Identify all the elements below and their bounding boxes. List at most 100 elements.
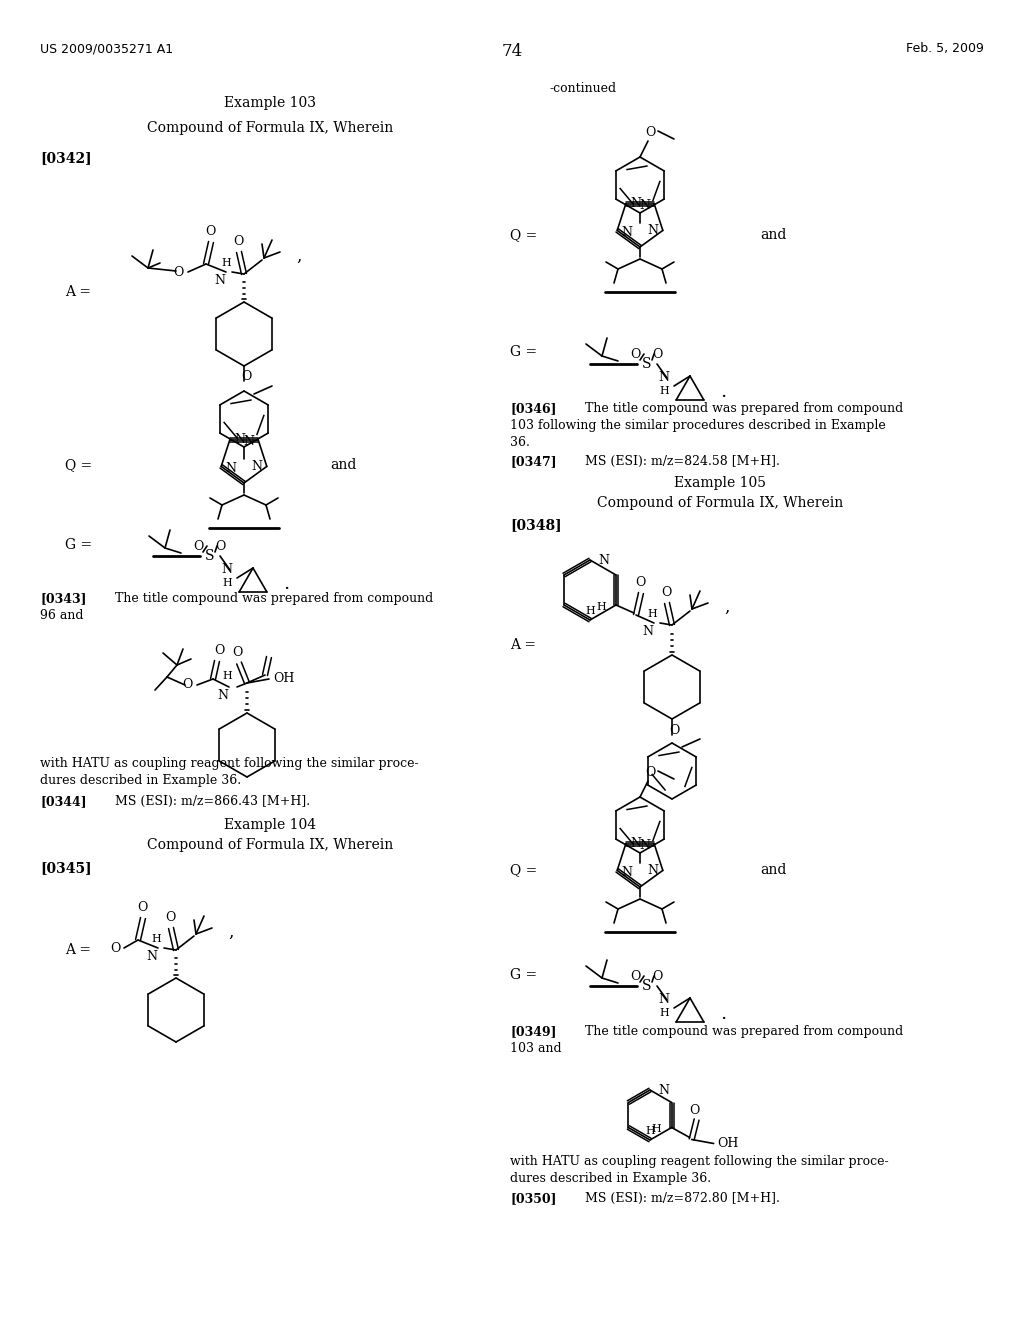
Text: N: N: [217, 689, 228, 702]
Text: O: O: [669, 723, 679, 737]
Text: and: and: [760, 863, 786, 876]
Text: O: O: [660, 586, 671, 599]
Text: MS (ESI): m/z=872.80 [M+H].: MS (ESI): m/z=872.80 [M+H].: [585, 1192, 780, 1205]
Text: N: N: [622, 226, 632, 239]
Text: MS (ESI): m/z=824.58 [M+H].: MS (ESI): m/z=824.58 [M+H].: [585, 455, 780, 469]
Text: N: N: [648, 224, 658, 236]
Text: O: O: [205, 224, 215, 238]
Text: -continued: -continued: [550, 82, 617, 95]
Text: S: S: [642, 356, 651, 371]
Text: N: N: [658, 371, 670, 384]
Text: [0348]: [0348]: [510, 517, 561, 532]
Text: N: N: [252, 459, 263, 473]
Text: [0343]: [0343]: [40, 591, 86, 605]
Text: Example 104: Example 104: [224, 818, 316, 832]
Text: Example 103: Example 103: [224, 96, 316, 110]
Text: with HATU as coupling reagent following the similar proce-: with HATU as coupling reagent following …: [40, 756, 419, 770]
Text: O: O: [689, 1105, 699, 1118]
Text: The title compound was prepared from compound: The title compound was prepared from com…: [585, 1026, 903, 1038]
Text: OH: OH: [273, 672, 294, 685]
Text: US 2009/0035271 A1: US 2009/0035271 A1: [40, 42, 173, 55]
Text: O: O: [241, 370, 251, 383]
Text: H: H: [221, 257, 230, 268]
Text: N: N: [658, 993, 670, 1006]
Text: [0347]: [0347]: [510, 455, 557, 469]
Text: [0349]: [0349]: [510, 1026, 556, 1038]
Text: O: O: [232, 235, 243, 248]
Text: N: N: [630, 837, 641, 850]
Text: A =: A =: [65, 942, 91, 957]
Text: OH: OH: [718, 1137, 739, 1150]
Text: O: O: [630, 970, 640, 983]
Text: N: N: [214, 275, 225, 286]
Text: The title compound was prepared from compound: The title compound was prepared from com…: [585, 403, 903, 414]
Text: N: N: [648, 863, 658, 876]
Text: MS (ESI): m/z=866.43 [M+H].: MS (ESI): m/z=866.43 [M+H].: [115, 795, 310, 808]
Text: 74: 74: [502, 44, 522, 59]
Text: N: N: [221, 564, 232, 576]
Text: N: N: [658, 1084, 669, 1097]
Text: O: O: [652, 348, 663, 360]
Text: N: N: [233, 433, 245, 446]
Text: N: N: [639, 199, 650, 213]
Text: Compound of Formula IX, Wherein: Compound of Formula IX, Wherein: [146, 121, 393, 135]
Text: N: N: [622, 866, 632, 879]
Text: and: and: [760, 228, 786, 242]
Text: H: H: [645, 1126, 655, 1137]
Text: O: O: [110, 941, 120, 954]
Text: dures described in Example 36.: dures described in Example 36.: [510, 1172, 711, 1185]
Text: S: S: [205, 549, 215, 564]
Text: .: .: [283, 576, 289, 593]
Text: H: H: [647, 609, 656, 619]
Text: .: .: [720, 383, 726, 401]
Text: O: O: [645, 766, 655, 779]
Text: G =: G =: [510, 968, 538, 982]
Text: Compound of Formula IX, Wherein: Compound of Formula IX, Wherein: [597, 496, 843, 510]
Text: [0344]: [0344]: [40, 795, 87, 808]
Text: H: H: [152, 935, 161, 944]
Text: 36.: 36.: [510, 436, 529, 449]
Text: O: O: [165, 911, 175, 924]
Text: O: O: [137, 902, 147, 913]
Text: N: N: [598, 553, 609, 566]
Text: H: H: [659, 1008, 669, 1018]
Text: H: H: [222, 578, 231, 587]
Text: O: O: [645, 125, 655, 139]
Text: G =: G =: [510, 345, 538, 359]
Text: 103 and: 103 and: [510, 1041, 561, 1055]
Text: [0346]: [0346]: [510, 403, 556, 414]
Text: [0345]: [0345]: [40, 861, 91, 875]
Text: [0342]: [0342]: [40, 150, 91, 165]
Text: O: O: [635, 576, 645, 589]
Text: O: O: [215, 540, 225, 553]
Text: N: N: [642, 624, 653, 638]
Text: H: H: [659, 385, 669, 396]
Text: N: N: [630, 197, 641, 210]
Text: 103 following the similar procedures described in Example: 103 following the similar procedures des…: [510, 418, 886, 432]
Text: dures described in Example 36.: dures described in Example 36.: [40, 774, 241, 787]
Text: Example 105: Example 105: [674, 477, 766, 490]
Text: The title compound was prepared from compound: The title compound was prepared from com…: [115, 591, 433, 605]
Text: O: O: [652, 970, 663, 983]
Text: ,: ,: [296, 248, 301, 264]
Text: N: N: [146, 950, 158, 964]
Text: ,: ,: [724, 598, 729, 615]
Text: and: and: [330, 458, 356, 473]
Text: [0350]: [0350]: [510, 1192, 556, 1205]
Text: N: N: [243, 436, 254, 447]
Text: O: O: [231, 645, 243, 659]
Text: O: O: [193, 540, 203, 553]
Text: Q =: Q =: [65, 458, 92, 473]
Text: O: O: [214, 644, 224, 657]
Text: H: H: [222, 671, 231, 681]
Text: N: N: [639, 840, 650, 853]
Text: H: H: [652, 1125, 662, 1134]
Text: ,: ,: [228, 924, 233, 940]
Text: S: S: [642, 979, 651, 993]
Text: N: N: [225, 462, 237, 475]
Text: O: O: [182, 678, 193, 692]
Text: .: .: [720, 1005, 726, 1023]
Text: A =: A =: [65, 285, 91, 300]
Text: with HATU as coupling reagent following the similar proce-: with HATU as coupling reagent following …: [510, 1155, 889, 1168]
Text: O: O: [173, 265, 183, 279]
